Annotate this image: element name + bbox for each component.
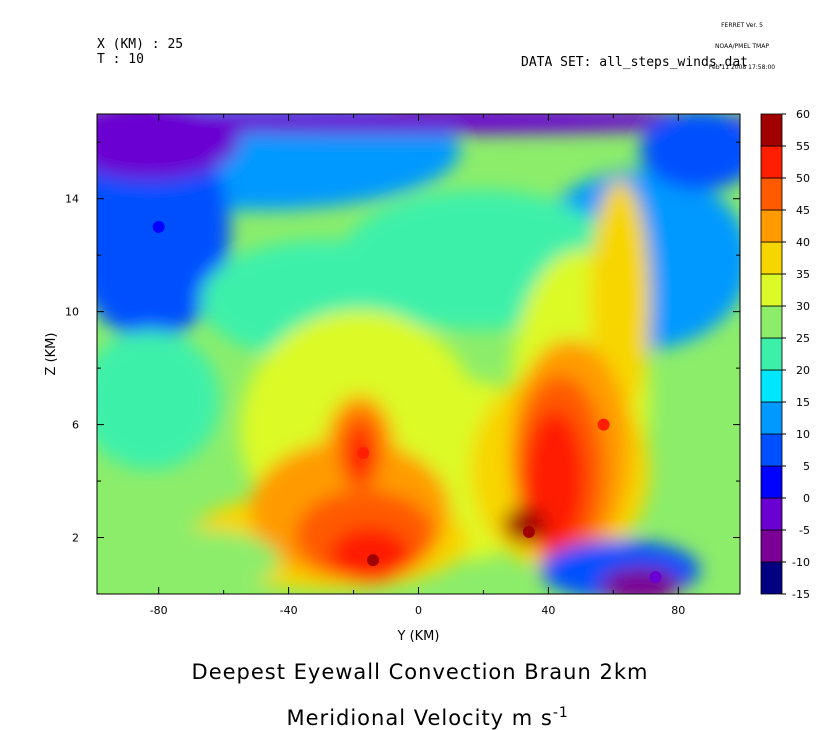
ferret-date: Feb 11 2008 17:58:00 xyxy=(708,64,776,71)
x-coordinate-label: X (KM) : 25 xyxy=(97,37,184,52)
contour-region xyxy=(503,507,547,543)
contour-region xyxy=(600,567,680,594)
colorbar-label: 35 xyxy=(796,268,810,281)
colorbar-label: 55 xyxy=(796,140,810,153)
colorbar-label: 30 xyxy=(796,300,810,313)
colorbar-label: -5 xyxy=(799,524,810,537)
colorbar-label: -15 xyxy=(792,588,810,601)
feature-eyewall-outflow-jet xyxy=(522,525,535,538)
colorbar-swatch xyxy=(760,433,783,467)
x-tick-label: -40 xyxy=(280,604,298,617)
y-tick-label: 6 xyxy=(72,419,79,432)
colorbar-label: 0 xyxy=(803,492,810,505)
feature-eye-negative-region xyxy=(649,571,662,584)
colorbar-label: 60 xyxy=(796,108,810,121)
chart-title: Deepest Eyewall Convection Braun 2km xyxy=(191,660,649,684)
ferret-stamp: FERRET Ver. 5 NOAA/PMEL TMAP Feb 11 2008… xyxy=(692,8,792,78)
time-label: T : 10 xyxy=(97,52,144,67)
colorbar-label: 45 xyxy=(796,204,810,217)
colorbar-label: 15 xyxy=(796,396,810,409)
colorbar-swatch xyxy=(760,241,783,275)
colorbar-label: 5 xyxy=(803,460,810,473)
chart-subtitle-exponent: -1 xyxy=(552,705,569,721)
y-axis-label: Z (KM) xyxy=(44,333,59,376)
contour-region xyxy=(590,180,650,420)
feature-low-level-maximum xyxy=(367,554,380,567)
colorbar-swatch xyxy=(760,497,783,531)
chart-subtitle: Meridional Velocity m s-1 xyxy=(170,681,670,730)
colorbar-swatch xyxy=(760,561,783,595)
colorbar-label: 40 xyxy=(796,236,810,249)
x-axis-label: Y (KM) xyxy=(397,629,440,644)
chart-subtitle-text: Meridional Velocity m s xyxy=(286,706,553,730)
y-tick-label: 10 xyxy=(65,306,79,319)
x-tick-label: 80 xyxy=(671,604,685,617)
ferret-org: NOAA/PMEL TMAP xyxy=(715,43,769,50)
contour-region xyxy=(97,114,740,134)
contour-region xyxy=(97,330,220,470)
colorbar: -15 -10 -5 0 5 10 15 20 25 30 35 40 45 50 55 60 xyxy=(760,108,810,601)
colorbar-label: -10 xyxy=(792,556,810,569)
colorbar-label: 25 xyxy=(796,332,810,345)
colorbar-swatch xyxy=(760,273,783,307)
colorbar-label: 10 xyxy=(796,428,810,441)
colorbar-swatch xyxy=(760,465,783,499)
colorbar-swatch xyxy=(760,529,783,563)
feature-midlevel-maximum xyxy=(357,446,370,459)
colorbar-swatch xyxy=(760,113,783,147)
y-tick-label: 2 xyxy=(72,532,79,545)
colorbar-swatch xyxy=(760,401,783,435)
x-tick-label: -80 xyxy=(150,604,168,617)
feature-upper-level-minimum xyxy=(152,220,165,233)
colorbar-swatch xyxy=(760,369,783,403)
heatmap-chart: -80 -40 0 40 80 2 6 10 14 Y (KM) Z (KM) -15 -10 -5 0 5… xyxy=(44,108,810,644)
y-tick-label: 14 xyxy=(65,193,79,206)
plot-area xyxy=(97,114,740,594)
colorbar-swatch xyxy=(760,337,783,371)
x-tick-label: 0 xyxy=(415,604,422,617)
colorbar-label: 50 xyxy=(796,172,810,185)
contour-region xyxy=(640,114,740,190)
colorbar-swatch xyxy=(760,145,783,179)
contour-region xyxy=(120,530,280,590)
colorbar-swatch xyxy=(760,305,783,339)
colorbar-label: 20 xyxy=(796,364,810,377)
dataset-label: DATA SET: all_steps_winds.dat xyxy=(521,55,748,70)
x-tick-label: 40 xyxy=(541,604,555,617)
colorbar-swatch xyxy=(760,209,783,243)
feature-upper-eyewall-core xyxy=(597,418,610,431)
colorbar-swatch xyxy=(760,177,783,211)
contour-region xyxy=(97,114,240,180)
ferret-version: FERRET Ver. 5 xyxy=(721,22,763,29)
